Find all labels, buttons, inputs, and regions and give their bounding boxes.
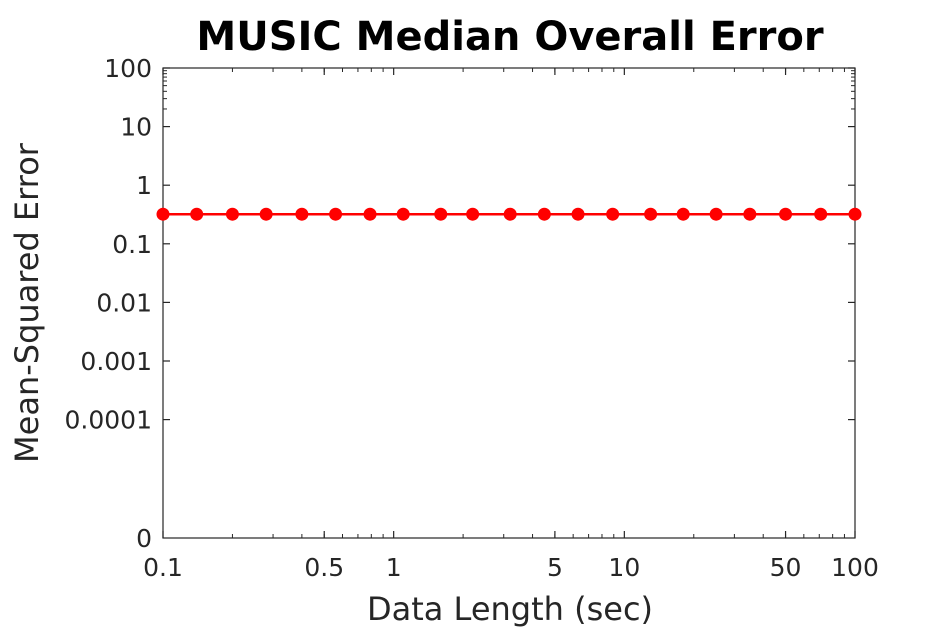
- chart-title: MUSIC Median Overall Error: [196, 14, 823, 60]
- x-tick-label: 10: [608, 553, 640, 582]
- data-point: [225, 207, 239, 221]
- x-tick-label: 100: [831, 553, 879, 582]
- x-tick-label: 1: [386, 553, 402, 582]
- data-point: [709, 207, 723, 221]
- data-point: [606, 207, 620, 221]
- y-tick-label: 0.01: [96, 288, 152, 317]
- data-point: [156, 207, 170, 221]
- y-tick-label: 1: [136, 171, 152, 200]
- data-point: [644, 207, 658, 221]
- data-point: [190, 207, 204, 221]
- data-point: [537, 207, 551, 221]
- major-ticks: [162, 67, 856, 538]
- data-point: [329, 207, 343, 221]
- data-point: [295, 207, 309, 221]
- data-point: [571, 207, 585, 221]
- x-tick-label: 5: [547, 553, 563, 582]
- y-tick-label: 100: [104, 54, 152, 83]
- x-axis-label: Data Length (sec): [367, 590, 653, 628]
- x-tick-label: 0.5: [304, 553, 344, 582]
- data-point: [779, 207, 793, 221]
- plot-area: [162, 67, 856, 539]
- x-tick-label: 50: [770, 553, 802, 582]
- y-tick-label: 0.1: [112, 230, 152, 259]
- data-point: [503, 207, 517, 221]
- data-point: [259, 207, 273, 221]
- y-tick-labels: 100 10 1 0.1 0.01 0.001 0.0001: [65, 54, 152, 435]
- series-layer: [156, 207, 862, 221]
- data-point: [396, 207, 410, 221]
- data-point: [466, 207, 480, 221]
- data-point: [434, 207, 448, 221]
- y-tick-label: 0.0001: [65, 406, 152, 435]
- data-point: [676, 207, 690, 221]
- x-tick-label: 0.1: [143, 553, 183, 582]
- x-tick-labels: 0.1 0.5 1 5 10 50 100: [143, 553, 879, 582]
- y-axis-bottom-label: 0: [136, 524, 152, 553]
- y-tick-label: 10: [120, 113, 152, 142]
- y-tick-label: 0.001: [80, 347, 152, 376]
- data-point: [743, 207, 757, 221]
- y-axis-label: Mean-Squared Error: [8, 142, 46, 463]
- data-point: [814, 207, 828, 221]
- data-point: [363, 207, 377, 221]
- data-point: [848, 207, 862, 221]
